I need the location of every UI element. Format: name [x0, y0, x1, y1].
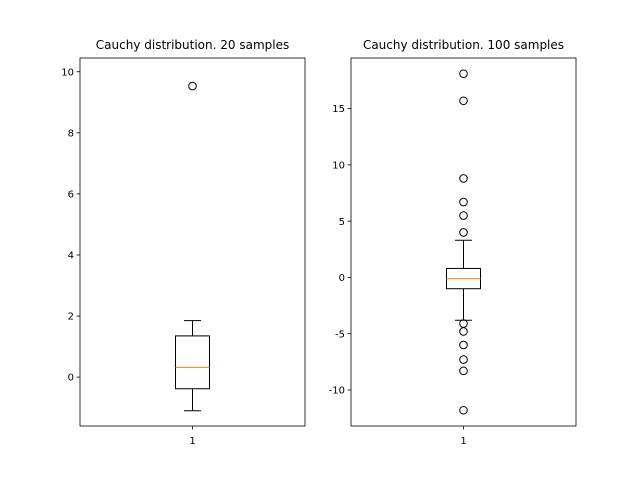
outlier-point: [188, 81, 197, 91]
y-tick-label: -10: [329, 386, 345, 397]
chart-title: Cauchy distribution. 100 samples: [363, 38, 564, 52]
outlier-point: [459, 319, 468, 328]
outlier-point: [459, 228, 468, 237]
outlier-point: [459, 69, 468, 79]
axes-frame: [79, 57, 306, 427]
outlier-point: [459, 355, 468, 364]
outlier-point: [459, 366, 468, 376]
outlier-point: [459, 340, 468, 350]
iqr-box: [175, 335, 210, 390]
outlier-point: [459, 96, 468, 106]
y-tick-label: 4: [68, 251, 74, 262]
y-tick-label: 2: [68, 312, 74, 323]
outlier-point: [459, 197, 468, 207]
y-tick-label: 10: [61, 67, 74, 78]
y-tick-label: 0: [339, 273, 345, 284]
outlier-point: [459, 405, 468, 415]
right-boxplot-panel: Cauchy distribution. 100 samples -10 -5 0 5 1…: [329, 38, 577, 447]
outlier-point: [459, 174, 468, 183]
x-tick-label: 1: [189, 436, 195, 447]
y-tick-label: 8: [68, 128, 74, 139]
left-boxplot-panel: Cauchy distribution. 20 samples 0 2 4 6 8 10 1: [61, 38, 306, 447]
y-tick-label: -5: [335, 329, 345, 340]
x-tick-label: 1: [460, 436, 466, 447]
axes-frame: [350, 57, 577, 427]
y-tick-label: 6: [68, 190, 74, 201]
y-tick-label: 0: [68, 373, 74, 384]
outlier-point: [459, 211, 468, 220]
y-tick-label: 10: [332, 161, 345, 172]
y-tick-label: 15: [332, 104, 345, 115]
chart-title: Cauchy distribution. 20 samples: [96, 38, 289, 52]
y-tick-label: 5: [339, 217, 345, 228]
outlier-point: [459, 327, 468, 336]
